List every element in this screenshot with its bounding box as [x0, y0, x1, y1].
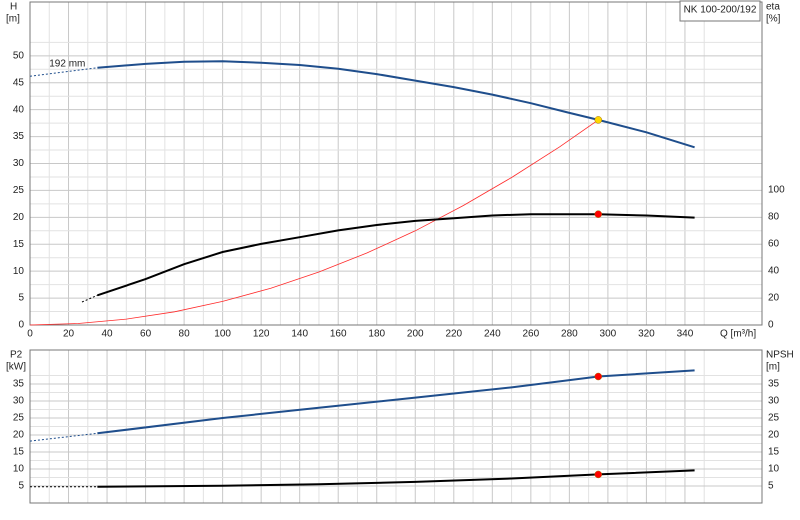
duty-point — [594, 116, 603, 124]
y-tick-label: 25 — [13, 413, 25, 424]
x-tick-label: 140 — [291, 329, 308, 340]
x-tick-label: 200 — [407, 329, 424, 340]
y-tick-label: 10 — [13, 464, 25, 475]
x-tick-label: 40 — [101, 329, 113, 340]
y-tick-label: 15 — [13, 447, 25, 458]
y-tick-label: 20 — [13, 212, 25, 223]
y-tick-label: 10 — [13, 266, 25, 277]
y-tick-label: 5 — [18, 481, 24, 492]
y-tick-label: 25 — [13, 185, 25, 196]
x-tick-label: 300 — [600, 329, 617, 340]
curve — [29, 119, 599, 326]
duty-point — [594, 470, 603, 479]
y2-tick-label: 100 — [768, 184, 785, 195]
x-tick-label: 80 — [179, 329, 191, 340]
legend-box — [679, 0, 761, 22]
y2-tick-label: 10 — [768, 464, 780, 475]
duty-point — [594, 210, 603, 218]
x-tick-label: 220 — [445, 329, 462, 340]
annotation: 192 mm — [49, 59, 85, 70]
y2-tick-label: 0 — [768, 320, 774, 331]
x-tick-label: 340 — [677, 329, 694, 340]
y2-tick-label: 20 — [768, 430, 780, 441]
y-tick-label: 50 — [13, 50, 25, 61]
x-tick-label: 280 — [561, 329, 578, 340]
y-axis-label: H — [10, 2, 17, 13]
y-tick-label: 45 — [13, 77, 25, 88]
x-tick-label: 160 — [330, 329, 347, 340]
x-tick-label: 120 — [253, 329, 270, 340]
y2-axis-unit: [%] — [766, 14, 781, 25]
x-axis-label: Q [m³/h] — [720, 329, 756, 340]
y2-axis-label: NPSH — [766, 350, 794, 361]
y-tick-label: 15 — [13, 239, 25, 250]
y-tick-label: 35 — [13, 131, 25, 142]
y2-axis-label: eta — [766, 2, 780, 13]
y-axis-unit: [m] — [6, 14, 20, 25]
x-tick-label: 260 — [522, 329, 539, 340]
curve — [97, 60, 695, 149]
y2-tick-label: 5 — [768, 481, 774, 492]
y-tick-label: 30 — [13, 158, 25, 169]
duty-point — [594, 372, 603, 381]
y2-tick-label: 25 — [768, 413, 780, 424]
y-axis-unit: [kW] — [6, 362, 26, 373]
x-tick-label: 60 — [140, 329, 152, 340]
x-tick-label: 180 — [368, 329, 385, 340]
y2-tick-label: 20 — [768, 293, 780, 304]
y-tick-label: 0 — [18, 320, 24, 331]
y-tick-label: 20 — [13, 430, 25, 441]
plot-frame — [29, 1, 763, 326]
y-tick-label: 5 — [18, 293, 24, 304]
y-tick-label: 30 — [13, 396, 25, 407]
y2-axis-unit: [m] — [766, 362, 780, 373]
x-tick-label: 240 — [484, 329, 501, 340]
y-tick-label: 40 — [13, 104, 25, 115]
x-tick-label: 320 — [638, 329, 655, 340]
legend-title: NK 100-200/192 — [684, 5, 757, 16]
y2-tick-label: 80 — [768, 212, 780, 223]
curve — [29, 67, 98, 77]
y2-tick-label: 60 — [768, 239, 780, 250]
x-tick-label: 20 — [63, 329, 75, 340]
y-axis-label: P2 — [10, 350, 23, 361]
x-tick-label: 0 — [27, 329, 33, 340]
y2-tick-label: 15 — [768, 447, 780, 458]
y-tick-label: 35 — [13, 379, 25, 390]
curve — [97, 213, 695, 297]
y2-tick-label: 40 — [768, 266, 780, 277]
y2-tick-label: 30 — [768, 396, 780, 407]
curve — [29, 432, 98, 442]
curve — [81, 294, 98, 303]
y2-tick-label: 35 — [768, 379, 780, 390]
x-tick-label: 100 — [214, 329, 231, 340]
plot-frame — [29, 349, 763, 504]
